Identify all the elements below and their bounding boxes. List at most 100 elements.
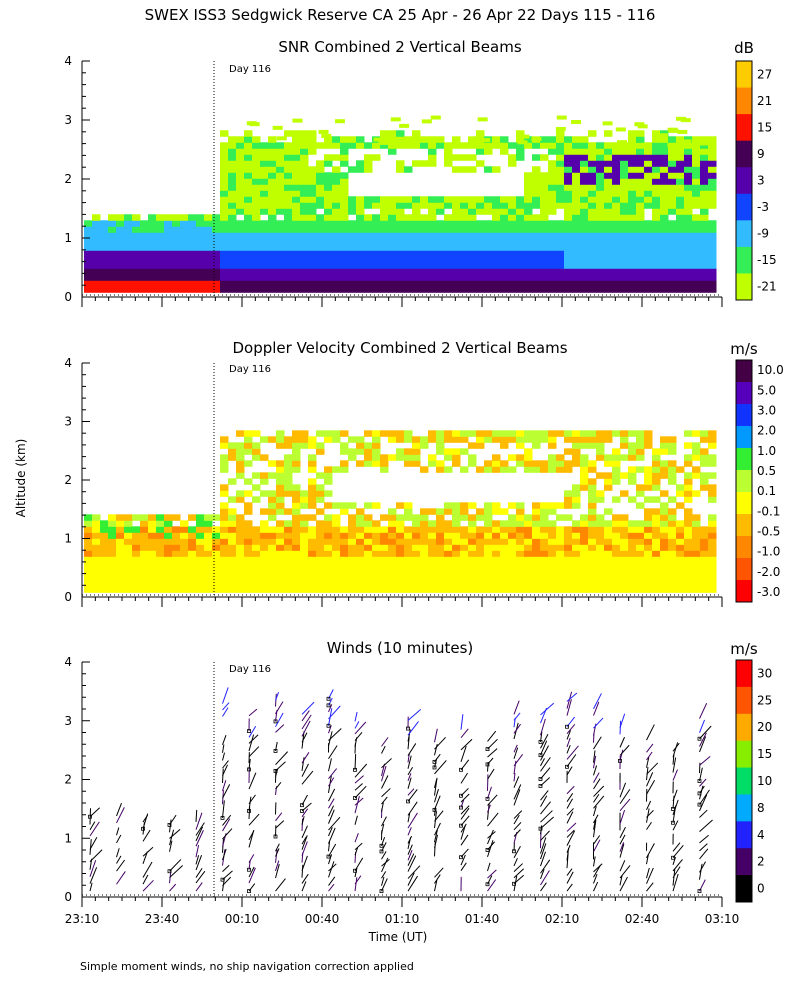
wind-barb [593, 814, 599, 824]
velocity-cell [164, 586, 173, 593]
velocity-cell [508, 520, 517, 527]
snr-cell [108, 238, 117, 245]
velocity-cell [324, 430, 333, 437]
snr-cell [644, 196, 653, 203]
snr-cell [580, 136, 589, 143]
velocity-cell [548, 556, 557, 563]
snr-cell [636, 184, 645, 191]
velocity-cell [116, 520, 125, 527]
snr-cell [196, 256, 205, 263]
velocity-cell [420, 586, 429, 593]
wind-barb [222, 818, 231, 832]
snr-cell [172, 262, 181, 269]
velocity-cell [332, 520, 341, 527]
snr-cell [246, 121, 257, 126]
x-tick-labels: 23:10 23:40 00:10 00:40 01:10 01:40 02:10 02:40… [65, 912, 740, 926]
snr-cell [708, 184, 717, 191]
snr-cell [372, 142, 381, 149]
wind-calm-marker [220, 877, 225, 882]
velocity-cell [252, 574, 261, 581]
velocity-cell [460, 532, 469, 539]
snr-cell [652, 208, 661, 215]
velocity-cell [652, 526, 661, 533]
snr-cell [396, 232, 405, 239]
wind-barb [672, 856, 677, 865]
wind-barb [619, 842, 625, 852]
snr-heatmap [84, 115, 717, 293]
velocity-cell [516, 562, 525, 569]
velocity-cell [564, 496, 573, 503]
snr-cell [508, 280, 517, 287]
velocity-cell [636, 484, 645, 491]
y-tick-label: 3 [64, 415, 72, 429]
snr-cell [460, 166, 469, 173]
velocity-cell [308, 574, 317, 581]
wind-barb [381, 871, 387, 879]
snr-cell [188, 268, 197, 275]
snr-cell [396, 268, 405, 275]
velocity-cell [604, 586, 613, 593]
velocity-cell [212, 514, 221, 521]
velocity-cell [476, 580, 485, 587]
snr-cell [324, 208, 333, 215]
wind-barb [593, 755, 597, 769]
snr-cell [556, 196, 565, 203]
snr-cell [460, 226, 469, 233]
snr-cell [620, 178, 629, 185]
velocity-cell [292, 496, 301, 503]
wind-calm-marker [273, 834, 278, 839]
wind-barb [248, 772, 257, 790]
snr-cell [604, 184, 613, 191]
snr-cell [644, 256, 653, 263]
velocity-cell [652, 472, 661, 479]
velocity-cell [620, 520, 629, 527]
snr-cell [236, 202, 245, 209]
snr-cell [252, 238, 261, 245]
velocity-cell [212, 556, 221, 563]
wind-barb [487, 768, 495, 780]
snr-cell [372, 220, 381, 227]
velocity-cell [228, 544, 237, 551]
snr-cell [332, 232, 341, 239]
snr-cell [276, 136, 287, 141]
snr-cell [540, 208, 549, 215]
velocity-cell [692, 442, 701, 449]
colorbar-swatch [736, 114, 752, 142]
velocity-cell [92, 526, 101, 533]
velocity-cell [284, 508, 293, 515]
snr-cell [556, 154, 565, 161]
wind-barb [619, 713, 626, 728]
snr-cell [260, 280, 269, 287]
velocity-cell [596, 442, 605, 449]
snr-cell [588, 280, 597, 287]
wind-barb [460, 772, 468, 784]
snr-cell [637, 124, 648, 129]
snr-cell [252, 274, 261, 281]
wind-barb [646, 757, 650, 768]
velocity-cell [476, 430, 485, 437]
velocity-cell [436, 526, 445, 533]
velocity-cell [428, 430, 437, 437]
velocity-cell [92, 562, 101, 569]
snr-cell [596, 214, 605, 221]
snr-cell [628, 280, 637, 287]
wind-barb [195, 830, 204, 847]
snr-cell [404, 214, 413, 221]
wind-barb [434, 829, 438, 843]
snr-cell [452, 142, 461, 149]
velocity-cell [300, 574, 309, 581]
snr-cell [340, 184, 349, 191]
snr-cell [220, 184, 229, 191]
velocity-cell [532, 502, 541, 509]
velocity-cell [180, 526, 189, 533]
snr-cell [260, 196, 269, 203]
velocity-cell [452, 430, 461, 437]
snr-cell [452, 136, 461, 143]
velocity-cell [684, 472, 693, 479]
snr-cell [692, 244, 701, 251]
velocity-cell [212, 526, 221, 533]
velocity-cell [516, 430, 525, 437]
snr-cell [148, 268, 157, 275]
wind-barb [513, 760, 517, 775]
colorbar-frame [735, 359, 753, 603]
